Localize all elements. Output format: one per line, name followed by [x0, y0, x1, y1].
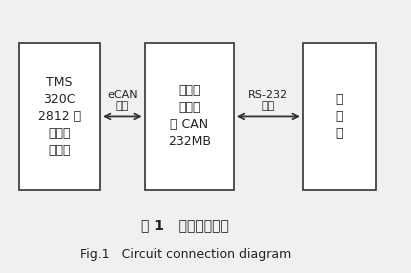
- Text: 上
位
机: 上 位 机: [335, 93, 343, 140]
- Text: 总线: 总线: [262, 101, 275, 111]
- Text: TMS
320C
2812 嵌
入式控
制模板: TMS 320C 2812 嵌 入式控 制模板: [38, 76, 81, 157]
- Text: Fig.1   Circuit connection diagram: Fig.1 Circuit connection diagram: [80, 248, 291, 261]
- FancyBboxPatch shape: [19, 43, 100, 190]
- Text: 图 1   电路连接框图: 图 1 电路连接框图: [141, 218, 229, 232]
- Text: RS-232: RS-232: [248, 90, 289, 100]
- FancyBboxPatch shape: [145, 43, 234, 190]
- FancyBboxPatch shape: [303, 43, 376, 190]
- Text: 智能协
议转换
器 CAN
232MB: 智能协 议转换 器 CAN 232MB: [168, 84, 211, 149]
- Text: 总线: 总线: [116, 101, 129, 111]
- Text: eCAN: eCAN: [107, 90, 138, 100]
